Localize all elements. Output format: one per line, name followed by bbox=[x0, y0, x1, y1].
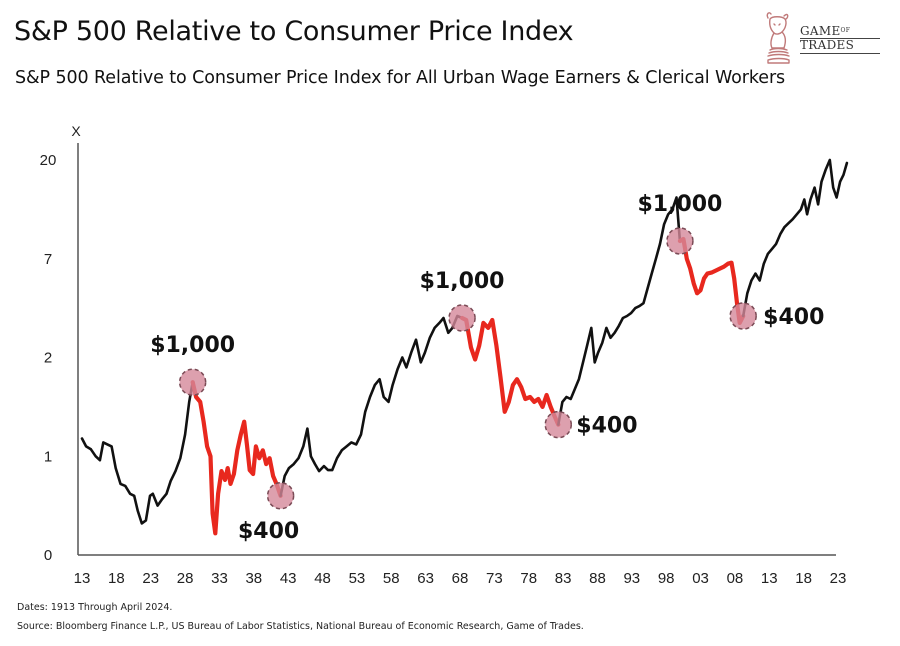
x-tick-label: 13 bbox=[761, 570, 778, 587]
series-lines bbox=[80, 158, 849, 536]
x-tick-label: 23 bbox=[142, 570, 159, 587]
peak-price-label: $1,000 bbox=[637, 192, 722, 217]
x-tick-label: 03 bbox=[692, 570, 709, 587]
peak-marker bbox=[448, 304, 476, 332]
decline-segment-line bbox=[190, 380, 283, 536]
logo-line1: GAME bbox=[800, 24, 841, 38]
y-tick-label: 20 bbox=[40, 152, 57, 169]
x-tick-label: 48 bbox=[314, 570, 331, 587]
x-tick-label: 38 bbox=[245, 570, 262, 587]
y-tick-label: 1 bbox=[44, 448, 52, 465]
chart-subtitle: S&P 500 Relative to Consumer Price Index… bbox=[15, 68, 786, 88]
peak-marker bbox=[666, 227, 694, 255]
logo-wordmark: GAMEOF TRADES bbox=[800, 24, 854, 52]
chart-title: S&P 500 Relative to Consumer Price Index bbox=[14, 16, 574, 47]
peak-marker bbox=[178, 368, 207, 396]
x-tick-label: 18 bbox=[108, 570, 125, 587]
x-tick-label: 63 bbox=[417, 570, 434, 587]
x-tick-label: 78 bbox=[520, 570, 537, 587]
x-tick-label: 23 bbox=[830, 570, 847, 587]
y-axis-label: X bbox=[71, 123, 81, 139]
x-tick-labels: 13 18 23 28 33 38 43 48 53 58 63 68 73 78 83 88 93 98 03 08… bbox=[74, 570, 847, 587]
x-tick-label: 93 bbox=[623, 570, 640, 587]
trough-price-label: $400 bbox=[763, 305, 824, 330]
x-tick-label: 28 bbox=[177, 570, 194, 587]
peak-price-label: $1,000 bbox=[150, 333, 235, 358]
trough-marker bbox=[544, 410, 573, 439]
y-tick-label: 7 bbox=[44, 251, 52, 268]
series-line bbox=[80, 380, 194, 525]
game-of-trades-logo: GAMEOF TRADES bbox=[760, 8, 890, 68]
footer-dates: Dates: 1913 Through April 2024. bbox=[17, 602, 173, 613]
x-tick-label: 18 bbox=[795, 570, 812, 587]
trough-price-label: $400 bbox=[576, 414, 637, 439]
decline-segment-line bbox=[460, 315, 561, 427]
logo-rule-top bbox=[800, 38, 880, 39]
annotation-labels: $1,000 $400 $1,000 $400 $1,000 $400 bbox=[150, 192, 824, 544]
x-tick-label: 08 bbox=[727, 570, 744, 587]
x-tick-label: 73 bbox=[486, 570, 503, 587]
y-tick-label: 0 bbox=[44, 547, 52, 564]
x-tick-label: 58 bbox=[383, 570, 400, 587]
x-tick-label: 83 bbox=[555, 570, 572, 587]
x-tick-label: 88 bbox=[589, 570, 606, 587]
logo-of: OF bbox=[840, 27, 851, 34]
peak-price-label: $1,000 bbox=[420, 269, 505, 294]
axes: X bbox=[71, 123, 836, 556]
trough-price-label: $400 bbox=[238, 519, 299, 544]
y-tick-labels: 0 1 2 7 20 bbox=[40, 152, 57, 564]
decline-segment-line bbox=[677, 236, 746, 325]
x-tick-label: 98 bbox=[658, 570, 675, 587]
x-tick-label: 13 bbox=[74, 570, 91, 587]
series-line bbox=[557, 196, 682, 426]
trough-marker bbox=[266, 482, 295, 510]
y-tick-label: 2 bbox=[44, 350, 52, 367]
bull-chess-knight-icon bbox=[766, 12, 790, 64]
trough-marker bbox=[729, 302, 757, 330]
x-tick-label: 33 bbox=[211, 570, 228, 587]
x-tick-label: 53 bbox=[349, 570, 366, 587]
logo-rule-bottom bbox=[800, 53, 880, 54]
series-line bbox=[741, 158, 849, 318]
footer-source: Source: Bloomberg Finance L.P., US Burea… bbox=[17, 621, 584, 632]
annotation-markers bbox=[178, 227, 757, 510]
x-tick-label: 43 bbox=[280, 570, 297, 587]
x-tick-label: 68 bbox=[452, 570, 469, 587]
series-line bbox=[279, 314, 464, 498]
logo-line2: TRADES bbox=[800, 38, 855, 52]
